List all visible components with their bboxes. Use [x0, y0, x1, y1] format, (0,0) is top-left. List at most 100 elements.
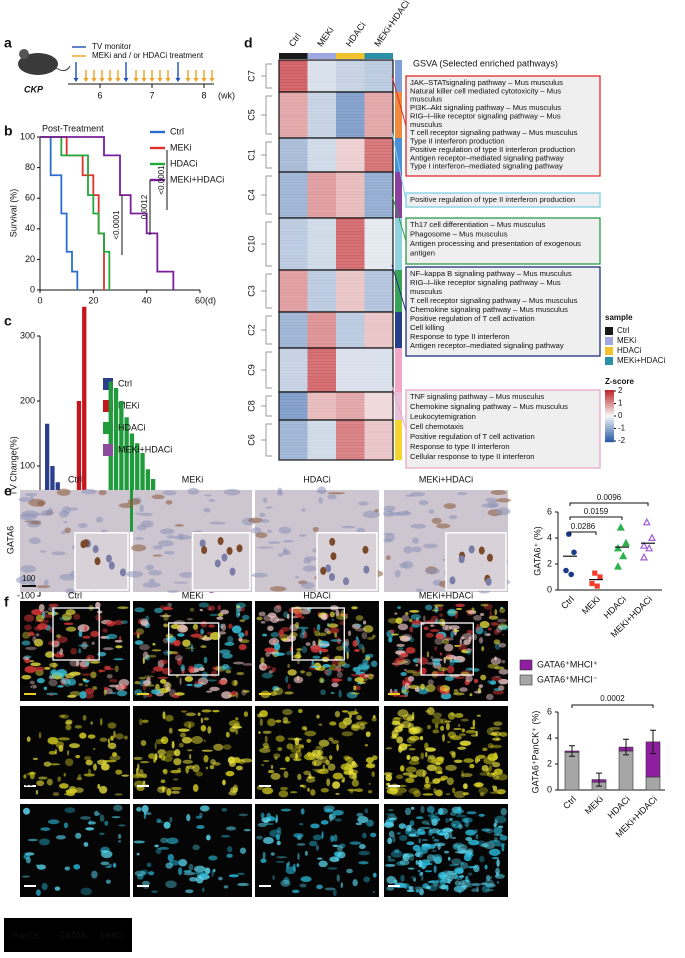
legend-label: MEKi [617, 336, 636, 345]
if-texture [28, 771, 37, 775]
if-texture [455, 603, 466, 608]
if-texture [335, 818, 342, 822]
heatmap-cell [336, 172, 365, 218]
if-texture [366, 819, 374, 827]
if-texture [114, 793, 123, 796]
ihc-texture [301, 582, 315, 590]
if-texture [65, 758, 74, 767]
error-bar [569, 745, 575, 757]
if-texture [408, 774, 418, 778]
if-texture [495, 867, 500, 875]
if-texture [439, 873, 449, 879]
if-texture [160, 837, 169, 844]
if-texture [173, 639, 181, 647]
ihc-texture [151, 494, 165, 500]
if-texture [341, 641, 349, 649]
if-texture [201, 709, 212, 713]
if-texture [451, 752, 456, 759]
if-texture [317, 638, 321, 646]
if-texture [494, 666, 505, 670]
if-texture [131, 773, 144, 779]
if-texture [69, 691, 81, 697]
if-texture [358, 643, 365, 650]
if-texture [426, 805, 435, 814]
if-texture [184, 676, 194, 682]
if-texture [57, 737, 70, 741]
if-texture [229, 726, 236, 733]
colorbar-step [605, 392, 614, 395]
bar [135, 443, 140, 531]
if-texture [409, 609, 420, 613]
if-texture [466, 848, 474, 855]
if-texture [299, 632, 305, 639]
if-texture [23, 853, 31, 860]
dendrogram [261, 351, 272, 389]
if-texture [105, 879, 111, 884]
if-texture [401, 614, 410, 622]
if-texture [304, 850, 308, 856]
legend-swatch [519, 674, 533, 686]
if-texture [26, 736, 31, 742]
if-texture [341, 731, 354, 737]
ihc-texture [302, 565, 318, 572]
if-texture [427, 679, 434, 686]
if-texture [235, 610, 240, 618]
if-texture [220, 623, 227, 631]
if-texture [431, 849, 437, 852]
if-texture [43, 613, 54, 619]
bar [45, 423, 50, 531]
if-texture [494, 609, 498, 616]
if-texture [73, 613, 81, 620]
cluster-label: C1 [246, 149, 256, 161]
if-texture [162, 785, 165, 793]
treatment-arrow-head [133, 78, 139, 82]
bracket [571, 704, 654, 708]
if-texture [195, 875, 204, 884]
y-axis-label: TV Change(%) [8, 436, 18, 496]
if-texture [84, 755, 92, 761]
if-texture [208, 855, 218, 861]
if-texture [410, 806, 415, 810]
if-texture [177, 657, 182, 666]
if-texture [94, 810, 99, 817]
if-texture [165, 633, 174, 639]
treatment-arrow-head [91, 78, 97, 82]
bar [108, 381, 113, 531]
cluster-color [395, 60, 402, 92]
if-texture [260, 812, 265, 819]
if-texture [356, 812, 364, 818]
heatmap-cell [279, 348, 308, 392]
point [645, 543, 654, 552]
if-texture [470, 883, 481, 887]
if-texture [320, 689, 326, 696]
if-texture [194, 865, 206, 873]
colorbar-step [605, 400, 614, 403]
if-texture [323, 669, 330, 676]
if-texture [22, 631, 31, 639]
if-texture [297, 852, 300, 860]
point [597, 574, 603, 580]
inset-nucleus [236, 544, 243, 553]
if-texture [156, 821, 164, 824]
if-texture [151, 890, 159, 893]
if-texture [108, 679, 118, 683]
if-texture [459, 875, 465, 878]
if-texture [496, 859, 500, 867]
ihc-texture [495, 498, 512, 503]
if-texture [411, 620, 423, 625]
if-texture [242, 663, 254, 666]
if-texture [136, 852, 140, 856]
ihc-texture [148, 570, 162, 576]
treatment-arrow-head [141, 78, 147, 82]
if-texture [105, 620, 116, 627]
if-texture [74, 725, 82, 729]
if-texture [99, 814, 105, 822]
if-texture [32, 636, 37, 643]
colorbar-step [605, 410, 614, 413]
if-texture [394, 726, 403, 733]
if-texture [200, 805, 210, 812]
if-texture [91, 870, 98, 879]
ihc-texture [298, 534, 307, 537]
if-texture [22, 656, 30, 661]
if-texture [416, 828, 426, 835]
